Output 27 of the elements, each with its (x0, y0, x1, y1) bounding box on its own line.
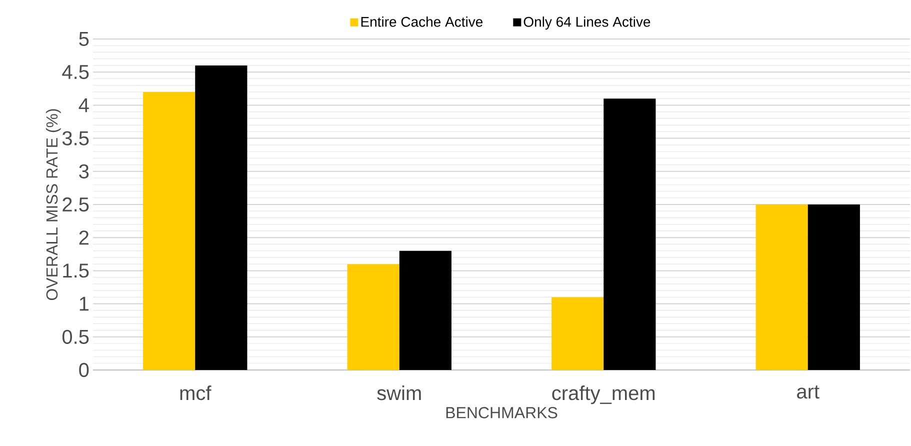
bar (399, 250, 452, 370)
y-tick-label: 4.5 (62, 65, 89, 80)
bar (195, 65, 248, 370)
y-tick-label: 2.5 (62, 197, 89, 212)
y-tick-label: 3 (79, 164, 89, 178)
x-tick-label: crafty_mem (552, 386, 655, 404)
y-tick-label: 0 (79, 362, 89, 378)
bar (808, 204, 860, 370)
bar (756, 204, 808, 370)
y-tick-label: 1 (80, 296, 88, 311)
y-axis-title: OVERALL MISS RATE (%) (46, 109, 61, 300)
y-tick-label: 0.5 (62, 330, 89, 344)
bar (143, 92, 196, 370)
bar (347, 264, 400, 370)
y-tick-label: 1.5 (63, 264, 89, 278)
y-tick-label: 5 (79, 32, 89, 46)
bar (552, 297, 604, 370)
y-tick-label: 4 (78, 98, 89, 112)
x-tick-label: swim (377, 386, 421, 400)
bar (604, 98, 656, 370)
x-tick-label: art (797, 386, 820, 399)
legend-label: Only 64 Lines Active (524, 16, 650, 30)
y-tick-label: 2 (79, 230, 88, 245)
x-tick-label: mcf (180, 386, 212, 400)
y-tick-label: 3.5 (62, 131, 89, 146)
legend-label: Entire Cache Active (361, 16, 483, 27)
x-axis-title: BENCHMARKS (446, 407, 558, 418)
